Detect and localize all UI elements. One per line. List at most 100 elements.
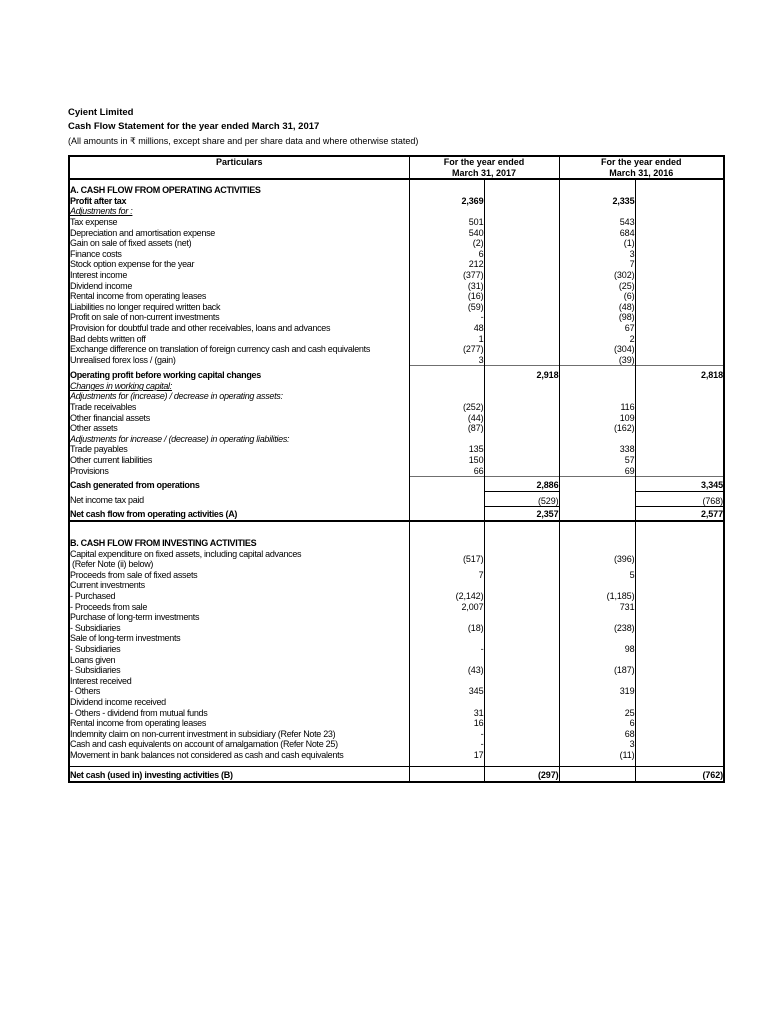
row-label: Adjustments for (increase) / decrease in… xyxy=(70,391,283,402)
value-cell-col2: 2,886 xyxy=(483,476,559,492)
table-row: Liabilities no longer required written b… xyxy=(69,301,724,313)
row-label: Gain on sale of fixed assets (net) xyxy=(70,238,192,249)
value-cell-col1 xyxy=(408,206,484,217)
value-cell-col3 xyxy=(558,506,635,523)
table-row: Exchange difference on translation of fo… xyxy=(69,344,724,355)
value-cell-col3 xyxy=(558,654,635,666)
table-row: Sale of long-term investments xyxy=(69,633,724,644)
table-row: Trade receivables (252) 116 xyxy=(69,402,724,413)
spacer-row xyxy=(69,521,724,538)
value-cell-col2: 2,357 xyxy=(483,506,559,523)
value-cell-col2 xyxy=(483,601,559,613)
value-cell-col3: 98 xyxy=(558,643,635,655)
value-cell-col2 xyxy=(483,538,559,549)
value-cell-col3 xyxy=(558,380,635,392)
value-cell-col2 xyxy=(483,344,559,355)
value-cell-col3: 684 xyxy=(558,227,635,239)
row-label: Operating profit before working capital … xyxy=(70,369,261,380)
value-cell-col2 xyxy=(483,612,559,623)
value-cell-col3 xyxy=(558,179,635,186)
row-label: Rental income from operating leases xyxy=(70,718,207,729)
row-label: Proceeds from sale of fixed assets xyxy=(70,569,198,580)
value-cell-col3: 69 xyxy=(558,465,635,477)
value-cell-col3: (187) xyxy=(558,665,635,676)
value-cell-col3: 3 xyxy=(558,248,635,260)
table-row: Adjustments for increase / (decrease) in… xyxy=(69,433,724,445)
row-label: - Subsidiaries xyxy=(70,622,121,633)
value-cell-col4 xyxy=(634,612,724,623)
value-cell-col4 xyxy=(634,675,724,687)
row-label: Movement in bank balances not considered… xyxy=(70,749,344,760)
value-cell-col1: 212 xyxy=(408,259,484,270)
row-label: Interest income xyxy=(70,269,128,280)
value-cell-col3: (1) xyxy=(558,238,635,249)
row-label: Profit on sale of non-current investment… xyxy=(70,312,220,323)
value-cell-col2 xyxy=(483,322,559,334)
value-cell-col4: (768) xyxy=(634,490,724,507)
value-cell-col2 xyxy=(483,749,559,761)
table-row: Net cash (used in) investing activities … xyxy=(69,766,724,783)
value-cell-col1: - xyxy=(408,643,484,655)
table-row: Other current liabilities 150 57 xyxy=(69,455,724,466)
value-cell-col2 xyxy=(483,633,559,644)
value-cell-col1: 16 xyxy=(408,718,484,729)
row-label: Adjustments for increase / (decrease) in… xyxy=(70,433,290,444)
table-row: Adjustments for (increase) / decrease in… xyxy=(69,391,724,403)
value-cell-col4 xyxy=(634,216,724,228)
row-label: Loans given xyxy=(70,654,116,665)
value-cell-col3: (25) xyxy=(558,280,635,292)
row-label: Profit after tax xyxy=(70,195,127,206)
value-cell-col4 xyxy=(634,696,724,708)
value-cell-col2 xyxy=(483,696,559,708)
value-cell-col3 xyxy=(558,365,635,381)
value-cell-col3 xyxy=(558,206,635,217)
value-cell-col2 xyxy=(483,195,559,207)
value-cell-col2 xyxy=(483,590,559,602)
value-cell-col1: - xyxy=(408,312,484,323)
value-cell-col1 xyxy=(408,179,484,186)
value-cell-col1 xyxy=(408,696,484,708)
value-cell-col2 xyxy=(483,227,559,239)
value-cell-col4 xyxy=(634,227,724,239)
value-cell-col1: 345 xyxy=(408,686,484,697)
value-cell-col1: 1 xyxy=(408,333,484,345)
row-label: Other assets xyxy=(70,423,118,434)
value-cell-col2 xyxy=(483,423,559,434)
table-row: Changes in working capital: xyxy=(69,380,724,392)
value-cell-col4 xyxy=(634,654,724,666)
value-cell-col1: (252) xyxy=(408,402,484,413)
value-cell-col2 xyxy=(483,380,559,392)
value-cell-col1 xyxy=(408,654,484,666)
value-cell-col1 xyxy=(408,365,484,381)
table-row: Current investments xyxy=(69,580,724,591)
value-cell-col1: (377) xyxy=(408,269,484,281)
row-label: - Proceeds from sale xyxy=(70,601,148,612)
row-label: A. CASH FLOW FROM OPERATING ACTIVITIES xyxy=(70,185,261,196)
row-label: Trade payables xyxy=(70,444,128,455)
value-cell-col1: 66 xyxy=(408,465,484,477)
value-cell-col4 xyxy=(634,380,724,392)
row-label: - Others xyxy=(70,686,101,697)
value-cell-col4 xyxy=(634,280,724,292)
value-cell-col2 xyxy=(483,333,559,345)
table-row: Unrealised forex loss / (gain) 3 (39) xyxy=(69,354,724,366)
row-label: Bad debts written off xyxy=(70,333,146,344)
value-cell-col4: 3,345 xyxy=(634,476,724,492)
value-cell-col1: (43) xyxy=(408,665,484,676)
row-label: - Purchased xyxy=(70,590,116,601)
value-cell-col3: 116 xyxy=(558,402,635,413)
value-cell-col3: (302) xyxy=(558,269,635,281)
value-cell-col2 xyxy=(483,718,559,729)
value-cell-col4: 2,577 xyxy=(634,506,724,523)
row-label xyxy=(69,521,409,538)
table-row: - Others - dividend from mutual funds 31 2… xyxy=(69,707,724,719)
value-cell-col3 xyxy=(558,521,635,538)
value-cell-col3: 67 xyxy=(558,322,635,334)
table-row: Provisions 66 69 xyxy=(69,465,724,477)
row-label: Provision for doubtful trade and other r… xyxy=(70,322,331,333)
amounts-note: (All amounts in ₹ millions, except share… xyxy=(68,136,419,146)
value-cell-col3: (6) xyxy=(558,291,635,302)
value-cell-col1 xyxy=(408,380,484,392)
value-cell-col2 xyxy=(483,728,559,740)
value-cell-col1: (2,142) xyxy=(408,590,484,602)
